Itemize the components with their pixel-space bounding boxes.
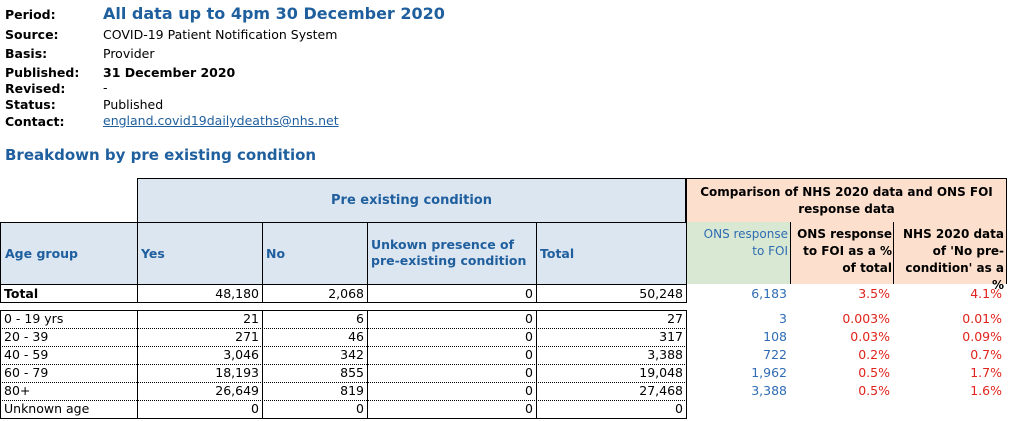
yes-value: 0 (251, 401, 259, 416)
nhs-pct-value: 0.09% (962, 329, 1002, 344)
basis-label: Basis: (5, 46, 48, 61)
ons-value: 3 (779, 311, 787, 326)
nhs-pct-value: 0.7% (970, 347, 1002, 362)
total-unknown: 0 (525, 286, 533, 301)
comparison-header-label: Comparison of NHS 2020 data and ONS FOI … (700, 185, 993, 216)
contact-label: Contact: (5, 114, 65, 129)
total-no: 2,068 (328, 286, 364, 301)
unknown-value: 0 (525, 401, 533, 416)
total-label: Total (4, 286, 39, 301)
revised-value: - (103, 80, 108, 95)
ons-value: 1,962 (751, 365, 787, 380)
contact-email-link[interactable]: england.covid19dailydeaths@nhs.net (103, 113, 339, 128)
col-age-group: Age group (5, 246, 78, 261)
revised-label: Revised: (5, 81, 66, 96)
total-value: 3,388 (647, 347, 683, 362)
unknown-value: 0 (525, 383, 533, 398)
total-yes: 48,180 (215, 286, 259, 301)
total-value: 27 (667, 311, 683, 326)
unknown-value: 0 (525, 329, 533, 344)
ons-value: 722 (763, 347, 787, 362)
unknown-value: 0 (525, 365, 533, 380)
total-value: 317 (659, 329, 683, 344)
col-total: Total (540, 246, 575, 261)
yes-value: 18,193 (215, 365, 259, 380)
period-value: All data up to 4pm 30 December 2020 (103, 4, 445, 23)
basis-value: Provider (103, 46, 155, 61)
age-label: Unknown age (4, 401, 90, 416)
section-title: Breakdown by pre existing condition (5, 146, 317, 164)
age-label: 40 - 59 (4, 347, 49, 362)
col-yes: Yes (141, 246, 165, 261)
pct-header-cells (790, 222, 1007, 284)
col-no: No (266, 246, 286, 261)
yes-value: 3,046 (223, 347, 259, 362)
published-value: 31 December 2020 (103, 65, 236, 80)
total-total: 50,248 (639, 286, 683, 301)
no-value: 0 (356, 401, 364, 416)
status-value: Published (103, 97, 164, 112)
group-header: Pre existing condition (137, 178, 686, 223)
yes-value: 271 (235, 329, 259, 344)
source-label: Source: (5, 27, 59, 42)
age-label: 60 - 79 (4, 365, 49, 380)
yes-value: 26,649 (215, 383, 259, 398)
age-label: 0 - 19 yrs (4, 311, 64, 326)
age-label: 20 - 39 (4, 329, 49, 344)
group-header-label: Pre existing condition (331, 193, 492, 208)
ons-value: 3,388 (751, 383, 787, 398)
column-header-row (0, 222, 687, 285)
period-label: Period: (5, 7, 56, 22)
yes-value: 21 (243, 311, 259, 326)
col-ons: ONS response to FOI (703, 227, 788, 258)
ons-pct-value: 0.5% (858, 365, 890, 380)
col-ons-pct: ONS response to FOI as a % of total (797, 227, 892, 275)
ons-header-cell (686, 222, 790, 284)
status-label: Status: (5, 97, 56, 112)
no-value: 819 (340, 383, 364, 398)
total-nhs-pct: 4.1% (970, 286, 1002, 301)
comparison-header: Comparison of NHS 2020 data and ONS FOI … (686, 178, 1007, 223)
ons-pct-value: 0.03% (850, 329, 890, 344)
total-value: 0 (675, 401, 683, 416)
source-value: COVID-19 Patient Notification System (103, 27, 338, 42)
published-label: Published: (5, 65, 80, 80)
ons-pct-value: 0.5% (858, 383, 890, 398)
age-label: 80+ (4, 383, 31, 398)
nhs-pct-value: 0.01% (962, 311, 1002, 326)
nhs-pct-value: 1.6% (970, 383, 1002, 398)
ons-pct-value: 0.2% (858, 347, 890, 362)
unknown-value: 0 (525, 311, 533, 326)
nhs-pct-value: 1.7% (970, 365, 1002, 380)
unknown-value: 0 (525, 347, 533, 362)
col-unknown: Unkown presence of pre-existing conditio… (371, 237, 527, 268)
no-value: 855 (340, 365, 364, 380)
ons-pct-value: 0.003% (842, 311, 890, 326)
no-value: 342 (340, 347, 364, 362)
total-value: 19,048 (639, 365, 683, 380)
total-ons-pct: 3.5% (858, 286, 890, 301)
total-ons: 6,183 (751, 286, 787, 301)
col-nhs-pct: NHS 2020 data of 'No pre-condition' as a… (902, 227, 1004, 292)
ons-value: 108 (763, 329, 787, 344)
total-value: 27,468 (639, 383, 683, 398)
no-value: 46 (348, 329, 364, 344)
no-value: 6 (356, 311, 364, 326)
